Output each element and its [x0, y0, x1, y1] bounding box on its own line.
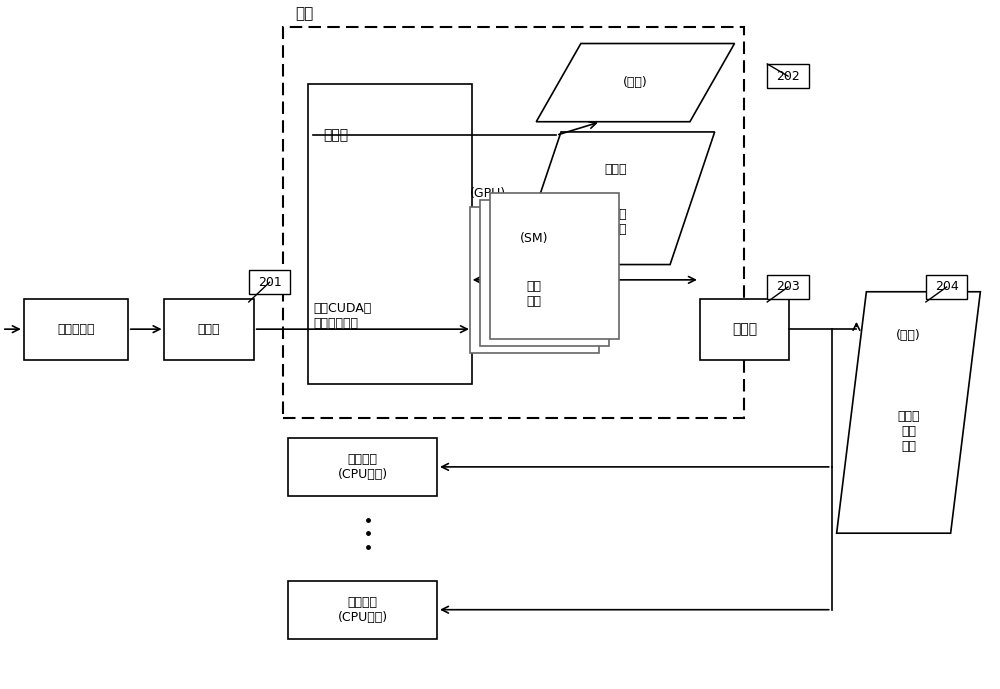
Bar — [288, 581, 437, 639]
Text: 203: 203 — [776, 280, 800, 294]
Text: 201: 201 — [258, 276, 281, 289]
Text: 帧图像: 帧图像 — [604, 163, 627, 176]
Polygon shape — [516, 132, 715, 265]
Text: 读取关键帧: 读取关键帧 — [57, 322, 95, 336]
Bar — [767, 275, 809, 299]
Polygon shape — [536, 43, 735, 122]
Text: (内存): (内存) — [896, 329, 921, 342]
Text: (GPU): (GPU) — [470, 187, 506, 200]
Bar — [926, 275, 967, 299]
Bar — [470, 207, 599, 353]
Text: 后处理: 后处理 — [732, 322, 757, 336]
Text: 202: 202 — [776, 70, 800, 83]
Bar — [164, 298, 254, 360]
Text: (SM): (SM) — [520, 232, 549, 245]
Bar — [24, 298, 128, 360]
Text: 待识别
人脸
缓冲: 待识别 人脸 缓冲 — [897, 410, 920, 453]
Text: 检测出
的人脸: 检测出 的人脸 — [604, 208, 627, 236]
Text: 基于CUDA的
人脸检测代码: 基于CUDA的 人脸检测代码 — [313, 302, 371, 329]
Text: 204: 204 — [935, 280, 959, 294]
Text: 显卡: 显卡 — [295, 6, 314, 21]
Bar — [283, 26, 744, 418]
Text: 帧图像: 帧图像 — [323, 128, 348, 143]
Text: 人脸识别
(CPU线程): 人脸识别 (CPU线程) — [338, 596, 388, 624]
Bar — [480, 200, 609, 346]
Bar — [490, 193, 619, 340]
Bar — [308, 84, 472, 384]
Text: 人脸识别
(CPU线程): 人脸识别 (CPU线程) — [338, 453, 388, 481]
Text: 预处理: 预处理 — [198, 322, 220, 336]
Bar — [767, 64, 809, 88]
Polygon shape — [837, 291, 980, 533]
Bar — [700, 298, 789, 360]
Text: 人脸
检测: 人脸 检测 — [527, 280, 542, 309]
Bar — [249, 270, 290, 294]
Bar — [288, 438, 437, 496]
Text: (显存): (显存) — [623, 76, 648, 89]
